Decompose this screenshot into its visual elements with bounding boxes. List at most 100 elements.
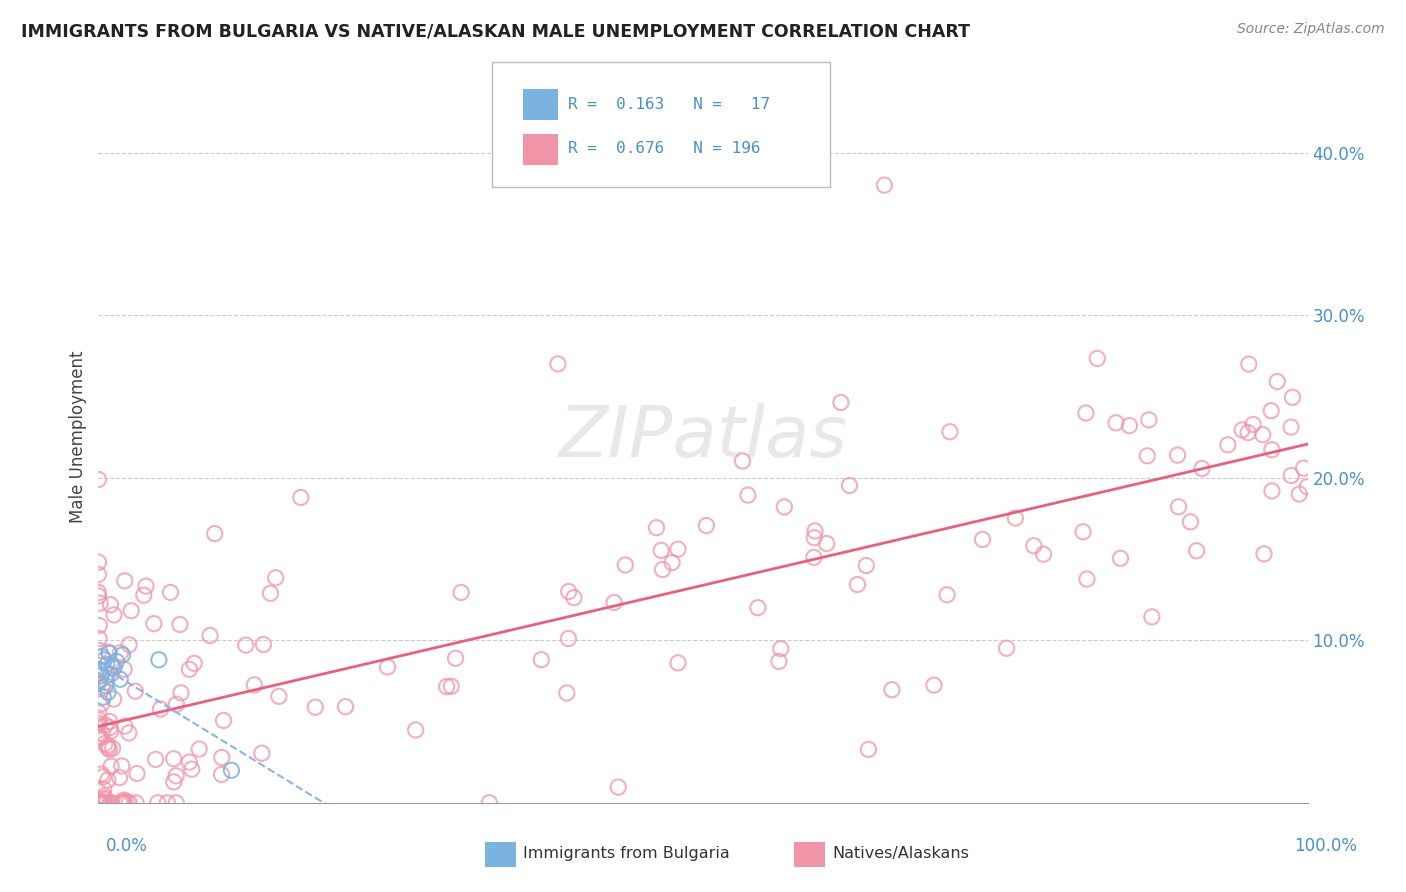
Point (243, 678, 266, 692)
Point (159, 585, 181, 599)
Point (87, 706, 110, 720)
Point (163, 752, 186, 766)
Point (110, 646, 132, 660)
Point (165, 796, 187, 810)
Point (1237, 357, 1260, 371)
Text: 100.0%: 100.0% (1294, 837, 1357, 855)
Point (125, 766, 148, 780)
Point (858, 742, 880, 756)
Point (89, 596, 111, 610)
Point (614, 558, 637, 572)
Point (148, 653, 170, 667)
Point (87, 675, 110, 690)
Point (101, 741, 124, 756)
Point (290, 491, 312, 505)
Point (1076, 572, 1098, 586)
Point (108, 771, 131, 785)
Point (1230, 423, 1253, 437)
Point (1241, 417, 1264, 432)
Point (101, 661, 124, 675)
Point (93, 653, 115, 667)
Point (91, 690, 114, 705)
Point (87, 796, 110, 810)
Point (557, 584, 579, 599)
Point (1237, 425, 1260, 440)
Point (1185, 543, 1208, 558)
Point (179, 755, 201, 769)
Point (97, 739, 120, 753)
Point (94, 679, 117, 693)
Point (100, 724, 122, 739)
Point (111, 648, 134, 662)
Point (1251, 427, 1274, 442)
Point (562, 591, 585, 605)
Point (731, 454, 754, 468)
Point (211, 750, 233, 764)
Point (132, 588, 155, 602)
Point (922, 678, 945, 692)
Point (111, 796, 134, 810)
Point (96, 657, 118, 672)
Point (111, 759, 134, 773)
Text: Immigrants from Bulgaria: Immigrants from Bulgaria (523, 847, 730, 861)
Point (1085, 351, 1108, 366)
Point (118, 796, 141, 810)
Point (1032, 547, 1054, 561)
Point (89, 618, 111, 632)
Point (87, 793, 110, 807)
Point (103, 660, 125, 674)
Text: R =  0.163   N =   17: R = 0.163 N = 17 (568, 97, 770, 112)
Point (972, 533, 994, 547)
Point (335, 699, 357, 714)
Point (97, 685, 120, 699)
Point (936, 588, 959, 602)
Point (440, 679, 463, 693)
Point (97, 645, 120, 659)
Point (93, 664, 115, 678)
Point (1074, 406, 1097, 420)
Point (142, 616, 165, 631)
Point (89, 713, 111, 727)
Point (93, 792, 115, 806)
Point (163, 775, 186, 789)
Point (1265, 375, 1288, 389)
Point (873, 178, 896, 193)
Point (1279, 468, 1302, 483)
Point (377, 660, 399, 674)
Point (436, 680, 458, 694)
Point (97, 740, 120, 755)
Point (87, 666, 110, 681)
Point (96, 675, 118, 690)
Point (98, 721, 121, 735)
Point (235, 638, 257, 652)
Point (96, 796, 118, 810)
Point (815, 536, 838, 550)
Point (146, 796, 169, 810)
Point (90, 796, 112, 810)
Point (1118, 418, 1140, 433)
Point (89, 730, 111, 744)
Point (804, 524, 827, 538)
Point (101, 657, 124, 672)
Point (547, 357, 569, 371)
Point (661, 556, 683, 570)
Point (87, 731, 110, 746)
Point (91, 770, 114, 784)
Point (112, 796, 135, 810)
Point (87, 632, 110, 646)
Point (118, 638, 141, 652)
Point (94, 737, 117, 751)
Point (221, 764, 243, 778)
Point (211, 767, 233, 781)
Point (1279, 420, 1302, 434)
Point (304, 700, 326, 714)
Point (91, 796, 114, 810)
Point (112, 662, 135, 676)
Point (166, 698, 188, 712)
Point (198, 628, 221, 642)
Point (188, 742, 211, 756)
Point (115, 794, 138, 808)
Point (96, 668, 118, 682)
Point (93, 791, 115, 805)
Point (112, 796, 135, 810)
